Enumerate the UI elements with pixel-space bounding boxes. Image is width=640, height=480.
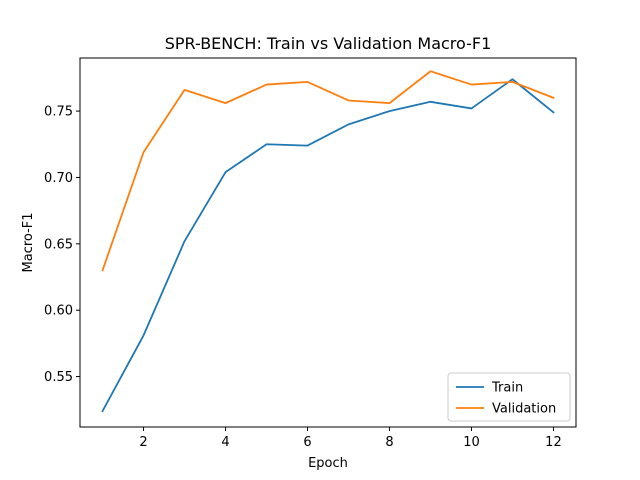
x-axis-label: Epoch <box>308 456 348 471</box>
series-layer <box>101 70 555 413</box>
y-tick-label: 0.60 <box>44 304 73 319</box>
x-tick-label: 10 <box>463 435 480 450</box>
x-tick-label: 2 <box>139 435 147 450</box>
legend-label-train: Train <box>491 381 523 396</box>
legend: Train Validation <box>447 372 571 422</box>
x-tick-label: 12 <box>545 435 562 450</box>
series-line-validation <box>101 70 555 272</box>
plot-frame <box>79 57 577 428</box>
series-line-train <box>101 78 555 413</box>
legend-box <box>447 372 571 422</box>
chart-title: SPR-BENCH: Train vs Validation Macro-F1 <box>165 34 492 53</box>
y-tick-label: 0.70 <box>44 171 73 186</box>
x-tick-label: 6 <box>303 435 311 450</box>
y-tick-label: 0.75 <box>44 105 73 120</box>
x-axis: 2 4 6 8 10 12 <box>139 427 562 450</box>
x-tick-label: 4 <box>221 435 229 450</box>
x-tick-label: 8 <box>385 435 393 450</box>
y-tick-label: 0.65 <box>44 237 73 252</box>
y-tick-label: 0.55 <box>44 370 73 385</box>
y-axis-label: Macro-F1 <box>21 212 36 272</box>
legend-label-validation: Validation <box>492 402 556 417</box>
y-axis: 0.55 0.60 0.65 0.70 0.75 <box>44 105 80 385</box>
